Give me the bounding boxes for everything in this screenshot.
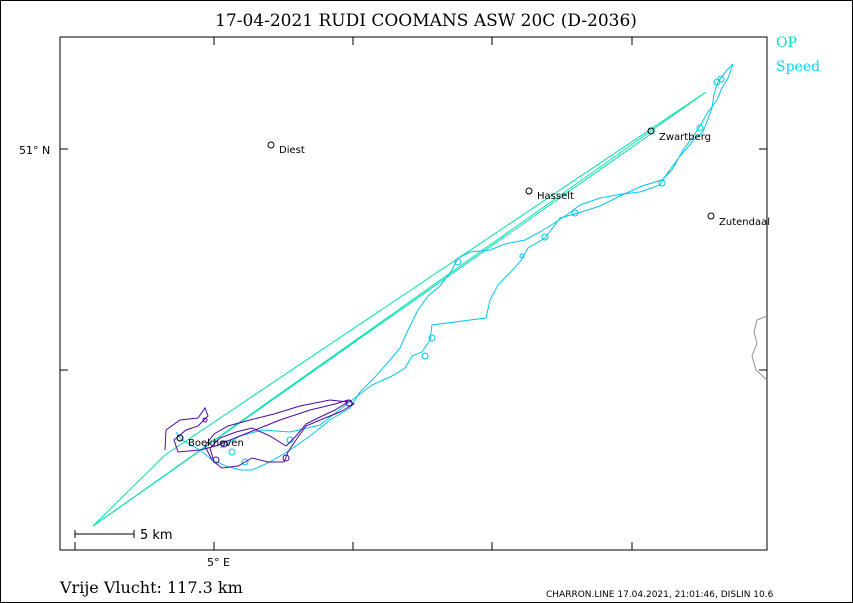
lat-label: 51° N [19,144,50,157]
track-segment [164,399,355,469]
place-markers: Diest Hasselt Zwartberg Zutendaal Boekho… [176,127,770,449]
plot-area [59,36,768,551]
distance-text: Vrije Vlucht: 117.3 km [59,578,243,597]
flight-track-cyan [175,63,734,471]
op-leg-line [92,91,707,527]
thermal-loop [241,458,249,466]
country-border [751,315,768,381]
thermal-loop [421,352,429,360]
thermal-loop [454,258,462,266]
thermal-loop [571,209,579,217]
thermal-loop [696,124,704,132]
place-dot-zwartberg [647,127,655,135]
legend-op: OP [776,35,797,51]
place-dot-zutendaal [707,212,715,220]
thermal-loop [345,399,353,407]
thermal-loop [541,233,549,241]
place-label-hasselt: Hasselt [537,191,574,202]
place-label-zwartberg: Zwartberg [659,132,711,143]
thermal-loop [428,334,436,342]
credit-text: CHARRON.LINE 17.04.2021, 21:01:46, DISLI… [546,590,774,600]
op-route [92,91,707,527]
op-leg-line [92,130,656,527]
place-dot-hasselt [525,187,533,195]
place-label-boekhoven: Boekhoven [188,438,244,449]
place-label-zutendaal: Zutendaal [719,217,770,228]
thermal-loop [282,454,290,462]
thermal-loop [519,253,525,259]
place-dot-boekhoven [176,434,184,442]
flight-track-purple [164,399,355,469]
scale-label: 5 km [140,528,173,543]
lon-label: 5° E [207,556,230,569]
flight-title: 17-04-2021 RUDI COOMANS ASW 20C (D-2036) [215,11,637,31]
legend-speed: Speed [776,59,820,75]
thermal-loop [202,417,208,423]
thermal-loop [228,448,236,456]
thermal-loop [717,75,725,83]
thermal-loop [286,436,294,444]
thermal-loop [212,456,220,464]
track-segment [175,63,734,471]
scale-bar: 5 km [74,528,173,543]
plot-border [59,36,768,551]
place-dot-diest [267,141,275,149]
place-label-diest: Diest [279,145,305,156]
thermal-loop [220,440,228,448]
thermal-loop [658,179,666,187]
